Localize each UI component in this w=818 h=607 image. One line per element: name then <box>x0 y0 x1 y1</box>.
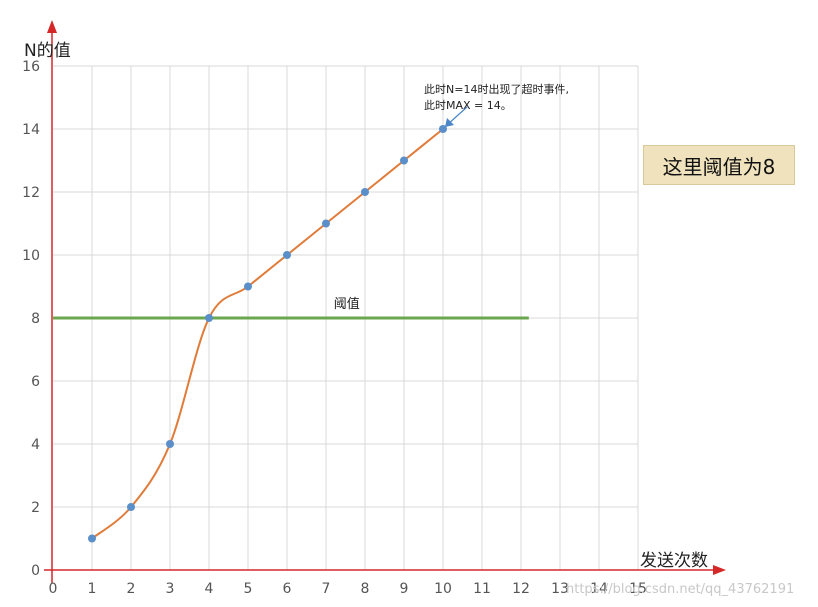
x-tick-label-7: 7 <box>322 581 331 597</box>
x-tick-label-11: 11 <box>473 581 491 597</box>
y-tick-label-5: 10 <box>22 248 40 264</box>
x-tick-label-15: 15 <box>629 581 647 597</box>
y-tick-label-2: 4 <box>31 437 40 453</box>
y-axis-arrow <box>47 20 57 33</box>
series-group <box>88 125 447 543</box>
x-axis-arrow <box>713 565 726 575</box>
data-point-6 <box>283 251 291 259</box>
annotation-line-2: 此时MAX = 14。 <box>424 99 512 112</box>
y-axis-title: N的值 <box>24 41 71 61</box>
y-tick-label-6: 12 <box>22 185 40 201</box>
data-point-3 <box>166 440 174 448</box>
x-tick-label-1: 1 <box>88 581 97 597</box>
y-tick-label-1: 2 <box>31 500 40 516</box>
x-axis-title: 发送次数 <box>640 551 708 571</box>
data-point-1 <box>88 534 96 543</box>
y-tick-label-4: 8 <box>31 311 40 327</box>
grid-lines <box>53 65 639 570</box>
callout-text: 这里阈值为8 <box>662 154 776 179</box>
annotation-line-1: 此时N=14时出现了超时事件, <box>424 82 569 96</box>
y-tick-label-3: 6 <box>31 374 40 390</box>
y-tick-label-0: 0 <box>31 563 40 579</box>
annotation-arrow <box>445 106 468 127</box>
x-tick-label-8: 8 <box>361 581 370 597</box>
x-tick-label-12: 12 <box>512 581 530 597</box>
y-tick-label-7: 14 <box>22 122 40 138</box>
data-point-8 <box>361 188 369 196</box>
x-tick-label-3: 3 <box>166 581 175 597</box>
series-line-0 <box>91 128 444 540</box>
axes <box>44 20 726 583</box>
x-tick-label-10: 10 <box>434 581 452 597</box>
annotation-arrow-head <box>445 118 454 127</box>
x-tick-label-6: 6 <box>283 581 292 597</box>
x-tick-label-5: 5 <box>244 581 253 597</box>
y-tick-label-8: 16 <box>22 59 40 75</box>
data-point-2 <box>127 503 135 511</box>
data-point-4 <box>205 314 213 322</box>
x-tick-label-2: 2 <box>127 581 136 597</box>
x-tick-label-13: 13 <box>551 581 569 597</box>
x-tick-label-9: 9 <box>400 581 409 597</box>
data-point-7 <box>322 219 330 228</box>
watermark-text: https://blog.csdn.net/qq_43762191 <box>566 582 794 597</box>
data-point-9 <box>400 156 408 165</box>
x-tick-label-14: 14 <box>590 581 608 597</box>
data-point-5 <box>244 282 252 291</box>
x-tick-label-4: 4 <box>205 581 214 597</box>
x-tick-label-0: 0 <box>49 581 58 597</box>
threshold-label: 阈值 <box>334 296 360 312</box>
threshold-callout: 这里阈值为8 <box>643 145 795 185</box>
